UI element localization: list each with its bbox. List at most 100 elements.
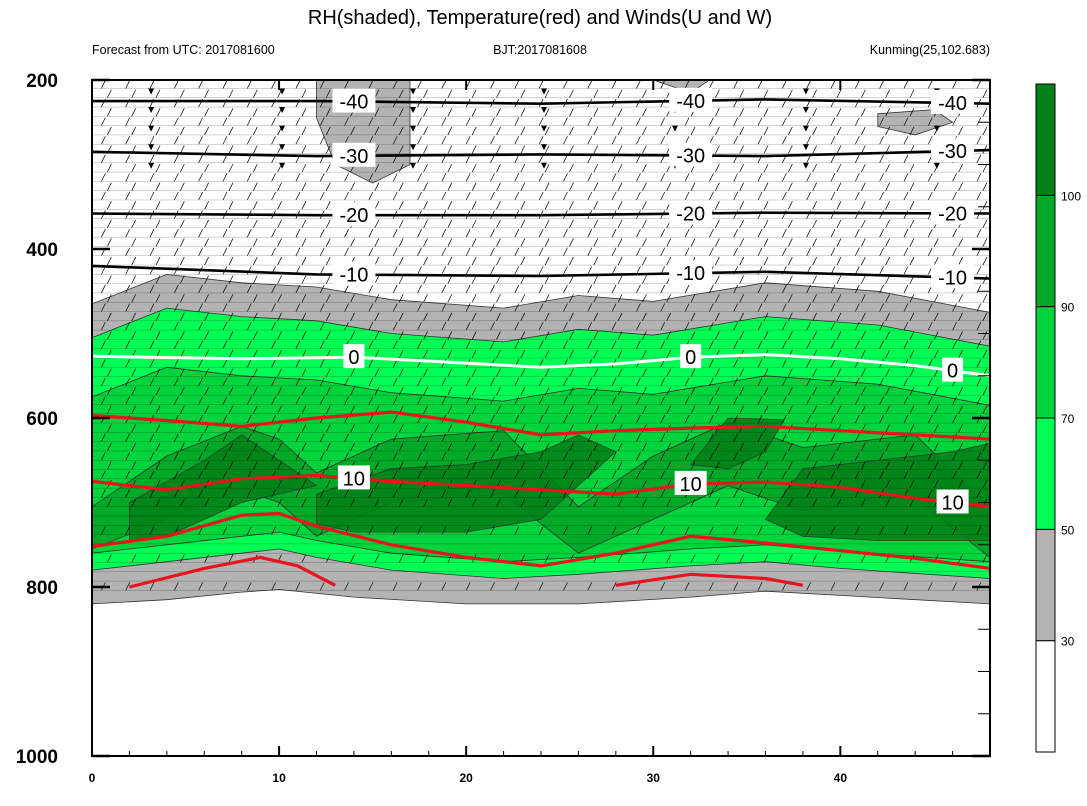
wind-barb [520,331,526,340]
wind-barb [885,349,890,359]
wind-barb [174,321,179,331]
wind-barb [149,433,155,442]
wind-barb [885,294,890,303]
wind-barb [374,349,380,359]
wind-barb [563,526,568,535]
wind-barb [806,377,811,387]
wind-barb [465,377,471,387]
wind-barb [636,303,641,312]
wind-barb [587,173,593,182]
wind-barb [471,238,477,247]
wind-barb [836,256,842,266]
wind-barb [101,452,106,461]
wind-barb [447,424,453,433]
wind-barb [319,173,325,182]
wind-barb [465,433,471,442]
wind-barb [763,405,769,414]
wind-barb [174,452,179,461]
wind-barb [325,424,331,433]
wind-barb [836,387,842,396]
wind-barb [325,126,331,136]
wind-barb [204,238,209,247]
wind-barb [423,349,428,359]
wind-barb [246,396,252,405]
wind-barb [763,89,769,98]
wind-barb [836,163,842,173]
wind-barb [830,80,836,89]
wind-barb [496,126,501,136]
wind-barb [563,173,568,182]
wind-barb [617,479,623,489]
wind-barb [204,312,209,321]
wind-barb [587,433,593,442]
wind-barb [392,526,398,535]
wind-barb [642,145,647,154]
wind-barb [471,387,477,396]
wind-barb [125,526,130,535]
wind-barb [319,321,325,331]
wind-barb [125,247,130,256]
wind-barb [465,117,471,126]
wind-barb [101,470,106,479]
wind-barb [733,526,739,535]
wind-barb [812,442,817,452]
wind-barb [909,238,915,247]
wind-barb [496,163,501,173]
wind-barb [860,554,866,563]
wind-barb [690,331,696,340]
wind-barb [514,414,520,424]
wind-barb [447,405,453,414]
wind-barb [204,219,209,229]
wind-barb [222,284,228,294]
wind-barb [520,238,526,247]
wind-barb [252,163,258,173]
wind-barb [854,414,860,424]
wind-barb [277,256,282,266]
wind-pennant [933,162,940,169]
wind-barb [836,442,842,452]
wind-barb [222,321,228,331]
wind-barb [398,349,404,359]
wind-barb [569,201,574,210]
wind-barb [982,294,988,303]
wind-barb [228,442,234,452]
wind-barb [374,89,380,98]
wind-barb [125,340,130,349]
wind-barb [301,126,307,136]
wind-barb [593,405,599,414]
wind-barb [423,312,428,321]
wind-barb [514,266,520,275]
wind-barb [660,470,666,479]
wind-barb [715,294,720,303]
y-tick-label: 1000 [16,747,58,768]
temperature-line [92,410,990,441]
wind-barb [569,349,574,359]
wind-barb [398,256,404,266]
wind-barb [709,452,714,461]
wind-barb [733,247,739,256]
wind-barb [228,294,234,303]
wind-barb [441,229,447,238]
wind-barb [447,442,453,452]
wind-barb [642,312,647,321]
wind-barb [447,368,453,377]
forecast-subtitle: Forecast from UTC: 2017081600 [92,43,275,57]
wind-barb [958,349,963,359]
wind-barb [149,377,155,387]
wind-barb [131,387,136,396]
wind-barb [465,582,471,591]
wind-barb [933,349,939,359]
wind-barb [180,312,185,321]
wind-barb [107,442,112,452]
temperature-label-bg [942,357,964,382]
wind-barb [465,284,471,294]
wind-barb [441,340,447,349]
wind-barb [271,582,276,591]
wind-barb [301,554,307,563]
wind-barb [350,182,355,191]
wind-barb [125,284,130,294]
wind-barb [277,201,282,210]
wind-barb [180,275,185,284]
wind-barb [879,377,884,387]
wind-barb [490,340,495,349]
